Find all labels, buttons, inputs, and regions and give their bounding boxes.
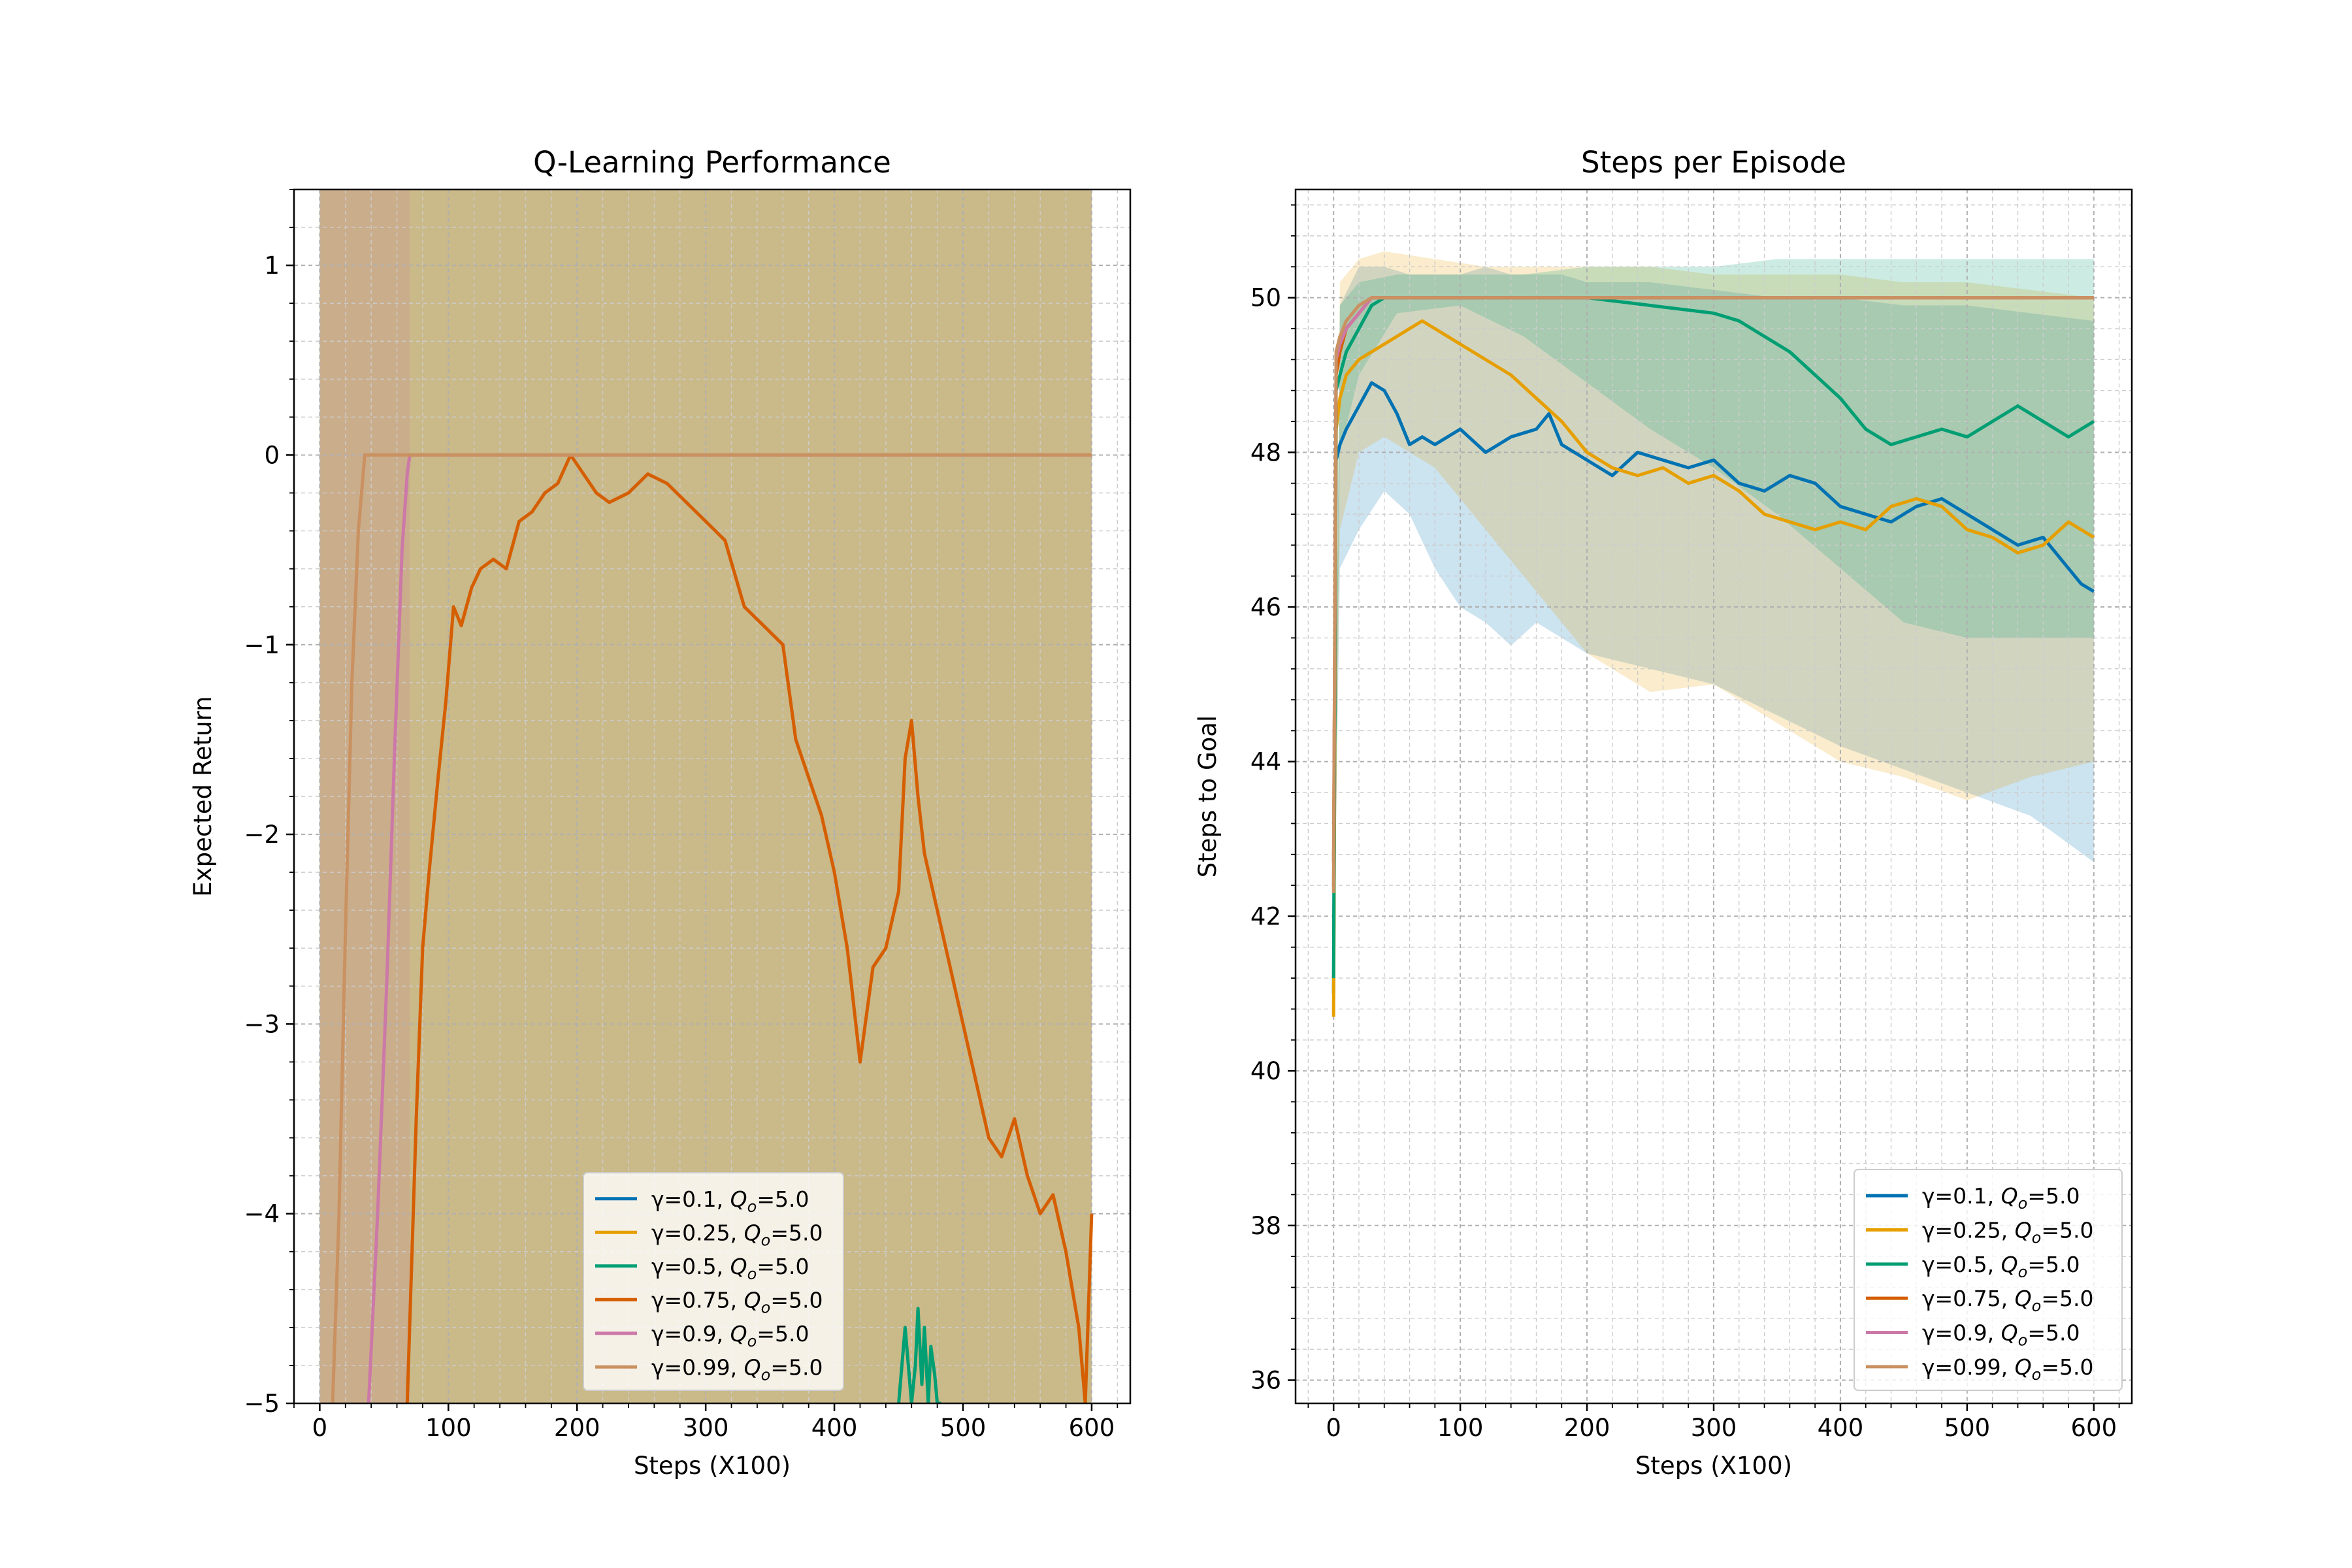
left-y-tick-label: 1 xyxy=(264,252,280,280)
left-plot-frame xyxy=(293,188,1132,1405)
right-y-tick-label: 50 xyxy=(1250,284,1281,312)
right-series-line-5 xyxy=(1331,296,2094,893)
right-series-line-2 xyxy=(1331,296,2095,979)
left-series-line-2 xyxy=(897,1307,941,1403)
right-y-tick-label: 42 xyxy=(1250,902,1281,930)
left-x-axis-label: Steps (X100) xyxy=(634,1452,791,1480)
left-y-tick-label: −2 xyxy=(244,821,280,849)
left-chart-title: Q-Learning Performance xyxy=(533,145,891,180)
right-y-tick-label: 36 xyxy=(1250,1366,1281,1394)
left-legend-label-0: γ=0.1, Qo=5.0 xyxy=(651,1186,809,1216)
left-legend-label-3: γ=0.75, Qo=5.0 xyxy=(651,1287,823,1316)
left-legend-label-5: γ=0.99, Qo=5.0 xyxy=(651,1354,823,1384)
right-series-lines xyxy=(1331,296,2095,1017)
right-legend-label-0: γ=0.1, Qo=5.0 xyxy=(1922,1183,2080,1213)
left-x-tick-label: 400 xyxy=(811,1414,858,1442)
left-legend-label-1: γ=0.25, Qo=5.0 xyxy=(651,1220,823,1249)
left-series-lines xyxy=(331,453,1094,1403)
chart-right: 0 100 200 300 400 500 600 36 38 40 42 44 46 48 50 Step… xyxy=(1194,145,2133,1480)
right-grid xyxy=(1296,189,2132,1403)
right-x-tick-label: 500 xyxy=(1944,1414,1991,1442)
right-plot-frame xyxy=(1294,188,2133,1405)
right-legend-label-4: γ=0.9, Qo=5.0 xyxy=(1922,1320,2080,1350)
left-y-tick-label: −3 xyxy=(244,1010,280,1038)
right-y-tick-label: 44 xyxy=(1250,748,1281,776)
right-x-tick-label: 600 xyxy=(2071,1414,2117,1442)
right-legend-label-5: γ=0.99, Qo=5.0 xyxy=(1922,1354,2093,1384)
left-legend-label-4: γ=0.9, Qo=5.0 xyxy=(651,1321,809,1350)
left-x-tick-label: 100 xyxy=(425,1414,472,1442)
right-legend-label-1: γ=0.25, Qo=5.0 xyxy=(1922,1218,2093,1247)
right-y-tick-label: 40 xyxy=(1250,1057,1281,1085)
right-band-1 xyxy=(1333,251,2094,1017)
right-legend-label-2: γ=0.5, Qo=5.0 xyxy=(1922,1252,2080,1281)
right-x-tick-label: 400 xyxy=(1818,1414,1864,1442)
left-y-tick-label: −5 xyxy=(244,1390,280,1418)
right-x-tick-label: 100 xyxy=(1437,1414,1484,1442)
left-series-line-3 xyxy=(405,453,1094,1403)
right-y-tick-label: 46 xyxy=(1250,593,1281,621)
left-x-tick-label: 300 xyxy=(683,1414,729,1442)
right-series-line-1 xyxy=(1331,319,2095,1017)
right-x-tick-label: 200 xyxy=(1564,1414,1610,1442)
left-y-axis-label: Expected Return xyxy=(189,696,217,896)
chart-left: 0 100 200 300 400 500 600 −5 −4 −3 −2 −1 0 1 Q-Learni… xyxy=(189,145,1132,1480)
left-series-line-5 xyxy=(331,453,1092,1403)
right-band-2 xyxy=(1333,259,2094,979)
left-x-tick-label: 0 xyxy=(312,1414,328,1442)
right-x-tick-label: 0 xyxy=(1326,1414,1341,1442)
left-legend-box xyxy=(583,1172,844,1391)
left-ticks: 0 100 200 300 400 500 600 −5 −4 −3 −2 −1 0 1 xyxy=(244,189,1119,1442)
right-legend-box xyxy=(1854,1169,2123,1391)
right-y-axis-label: Steps to Goal xyxy=(1194,715,1222,877)
left-y-tick-label: 0 xyxy=(264,441,280,469)
right-y-tick-label: 38 xyxy=(1250,1212,1281,1240)
left-legend: γ=0.1, Qo=5.0 γ=0.25, Qo=5.0 γ=0.5, Qo=5.0… xyxy=(583,1172,844,1391)
left-y-tick-label: −1 xyxy=(244,631,280,659)
right-legend: γ=0.1, Qo=5.0 γ=0.25, Qo=5.0 γ=0.5, Qo=5.0… xyxy=(1854,1169,2123,1391)
left-x-tick-label: 500 xyxy=(940,1414,987,1442)
right-y-tick-label: 48 xyxy=(1250,438,1281,466)
left-series-line-4 xyxy=(367,453,1092,1403)
right-series-line-0 xyxy=(1331,381,2095,994)
left-x-tick-label: 200 xyxy=(554,1414,600,1442)
right-x-tick-label: 300 xyxy=(1691,1414,1737,1442)
left-x-tick-label: 600 xyxy=(1069,1414,1115,1442)
right-x-axis-label: Steps (X100) xyxy=(1635,1452,1792,1480)
right-legend-label-3: γ=0.75, Qo=5.0 xyxy=(1922,1286,2093,1315)
left-y-tick-label: −4 xyxy=(244,1200,280,1228)
left-legend-label-2: γ=0.5, Qo=5.0 xyxy=(651,1254,809,1283)
right-chart-title: Steps per Episode xyxy=(1581,145,1846,180)
